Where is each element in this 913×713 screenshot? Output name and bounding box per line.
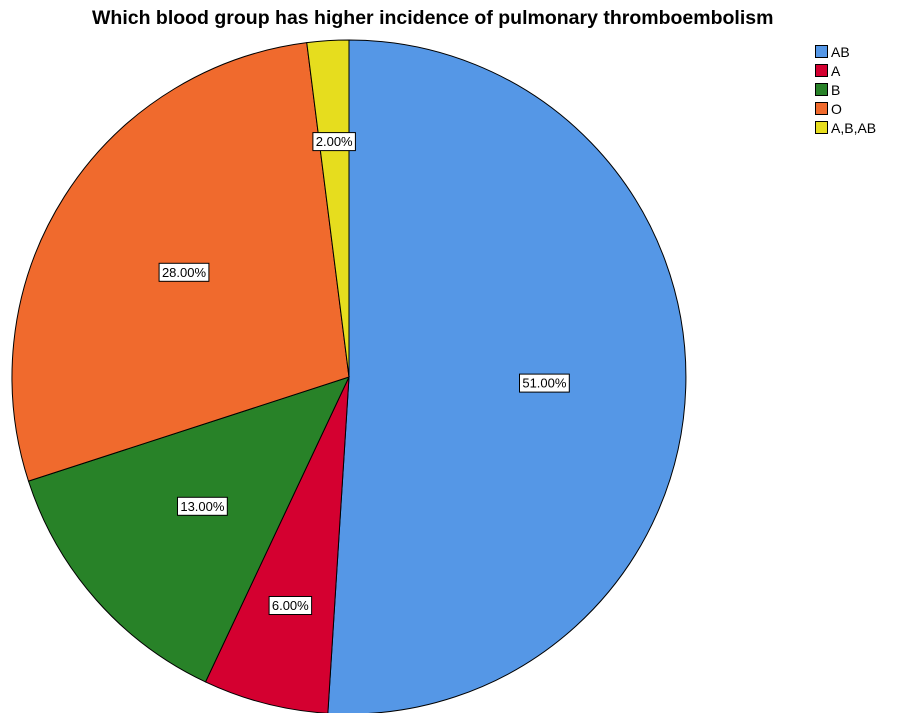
pie-slice-o <box>11 42 350 482</box>
slice-label: 2.00% <box>312 132 356 152</box>
legend-label: AB <box>831 43 850 60</box>
slice-label: 51.00% <box>519 373 570 393</box>
legend-swatch <box>815 83 828 96</box>
legend-item: A <box>815 61 876 80</box>
svg-text:51.00%: 51.00% <box>522 376 567 391</box>
legend: AB A B O A,B,AB <box>815 42 876 137</box>
slice-label: 6.00% <box>268 596 313 615</box>
legend-item: A,B,AB <box>815 118 876 137</box>
legend-label: O <box>831 100 842 117</box>
legend-swatch <box>815 102 828 115</box>
slice-label: 13.00% <box>177 496 228 516</box>
legend-label: A,B,AB <box>831 119 877 136</box>
svg-text:28.00%: 28.00% <box>162 265 207 280</box>
pie-slice-ab <box>327 39 687 713</box>
legend-item: O <box>815 99 876 118</box>
svg-text:6.00%: 6.00% <box>272 598 309 613</box>
legend-swatch <box>815 45 828 58</box>
legend-item: B <box>815 80 876 99</box>
pie-slice-a-b-ab <box>306 39 350 378</box>
svg-text:13.00%: 13.00% <box>180 499 225 514</box>
pie-slice-b <box>27 376 350 683</box>
pie-slice-a <box>204 376 350 713</box>
legend-label: B <box>831 81 841 98</box>
legend-item: AB <box>815 42 876 61</box>
chart-title: Which blood group has higher incidence o… <box>92 7 774 29</box>
legend-swatch <box>815 121 828 134</box>
svg-text:2.00%: 2.00% <box>316 134 353 149</box>
legend-swatch <box>815 64 828 77</box>
slice-label: 28.00% <box>158 262 210 282</box>
legend-label: A <box>831 62 841 79</box>
